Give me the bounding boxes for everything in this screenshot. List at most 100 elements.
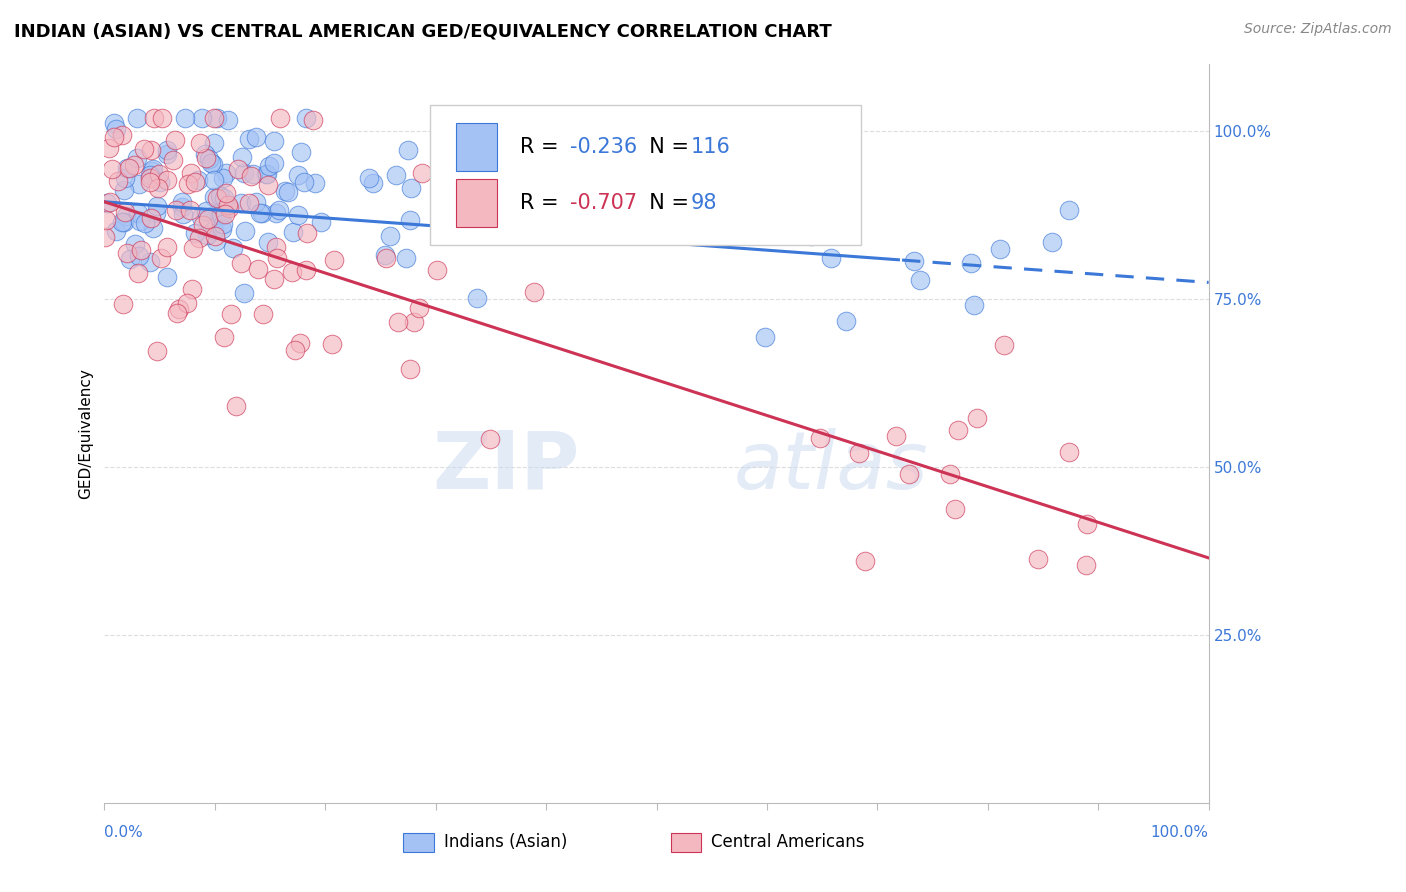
Point bbox=[114, 205, 136, 219]
Point bbox=[231, 256, 253, 270]
Text: Source: ZipAtlas.com: Source: ZipAtlas.com bbox=[1244, 22, 1392, 37]
Point bbox=[211, 222, 233, 236]
Point bbox=[217, 112, 239, 127]
Point bbox=[190, 210, 212, 224]
Point bbox=[202, 190, 225, 204]
Point bbox=[197, 228, 219, 243]
Point bbox=[111, 296, 134, 310]
Point bbox=[254, 167, 277, 181]
Point bbox=[295, 227, 318, 241]
Point bbox=[245, 194, 267, 209]
Point bbox=[398, 362, 420, 376]
Point bbox=[146, 180, 169, 194]
Point bbox=[197, 211, 219, 226]
Point bbox=[257, 159, 280, 173]
Point bbox=[202, 136, 225, 150]
Point bbox=[295, 111, 318, 125]
Point bbox=[165, 133, 187, 147]
Point bbox=[215, 166, 238, 180]
Point bbox=[467, 291, 489, 305]
Point bbox=[238, 131, 260, 145]
Point bbox=[884, 429, 907, 443]
Point bbox=[128, 177, 150, 191]
Point bbox=[898, 467, 921, 481]
Point bbox=[960, 256, 983, 270]
Point bbox=[165, 202, 187, 217]
Point bbox=[156, 147, 179, 161]
Point bbox=[98, 194, 121, 209]
Point bbox=[129, 244, 152, 258]
Point bbox=[139, 168, 162, 182]
Point bbox=[115, 161, 138, 176]
Point bbox=[323, 253, 346, 268]
Point bbox=[202, 157, 225, 171]
Point bbox=[263, 156, 285, 170]
Point bbox=[96, 196, 118, 211]
Point bbox=[188, 136, 211, 150]
Point bbox=[202, 111, 225, 125]
Point bbox=[214, 207, 236, 221]
Point bbox=[202, 173, 225, 187]
Point bbox=[853, 554, 876, 568]
Point bbox=[174, 111, 197, 125]
Point bbox=[357, 171, 380, 186]
Point bbox=[239, 169, 262, 183]
Point bbox=[105, 122, 128, 136]
Point bbox=[903, 254, 925, 268]
Point bbox=[212, 191, 235, 205]
Point bbox=[277, 186, 299, 200]
Point bbox=[176, 295, 198, 310]
Point bbox=[100, 161, 122, 176]
Point bbox=[219, 307, 242, 321]
Point bbox=[1026, 552, 1049, 566]
Point bbox=[181, 241, 204, 255]
Point bbox=[172, 207, 194, 221]
Point bbox=[242, 167, 264, 181]
Point bbox=[212, 218, 235, 232]
Point bbox=[142, 111, 165, 125]
Point bbox=[166, 306, 188, 320]
Point bbox=[264, 206, 287, 220]
Point bbox=[387, 315, 409, 329]
Point bbox=[939, 467, 962, 482]
Point bbox=[146, 199, 169, 213]
Point bbox=[399, 213, 422, 227]
Point bbox=[269, 202, 291, 217]
Point bbox=[820, 252, 842, 266]
Point bbox=[179, 202, 201, 217]
FancyBboxPatch shape bbox=[430, 104, 860, 245]
Point bbox=[384, 169, 406, 183]
Point bbox=[256, 168, 278, 182]
Point bbox=[139, 255, 162, 269]
Point bbox=[177, 177, 200, 191]
Point bbox=[209, 208, 232, 222]
Text: ZIP: ZIP bbox=[432, 428, 579, 506]
Point bbox=[295, 262, 318, 277]
Point bbox=[988, 242, 1011, 256]
Point bbox=[142, 162, 165, 177]
Point bbox=[155, 240, 177, 254]
Point bbox=[195, 151, 218, 165]
Point bbox=[198, 152, 221, 166]
Point bbox=[205, 111, 228, 125]
Point bbox=[813, 213, 835, 227]
Point bbox=[187, 173, 209, 187]
Point bbox=[218, 201, 240, 215]
Point bbox=[118, 161, 141, 176]
Point bbox=[231, 150, 253, 164]
Point bbox=[226, 161, 249, 176]
Point bbox=[396, 144, 419, 158]
Point bbox=[908, 273, 931, 287]
Point bbox=[225, 399, 247, 413]
Point bbox=[523, 285, 546, 300]
Point bbox=[202, 208, 225, 222]
Point bbox=[191, 111, 214, 125]
Point bbox=[150, 111, 173, 125]
Point bbox=[1040, 235, 1063, 250]
Point bbox=[264, 240, 287, 254]
Point bbox=[283, 225, 305, 239]
Point bbox=[114, 171, 136, 186]
Point bbox=[233, 224, 256, 238]
Point bbox=[184, 227, 207, 241]
Point bbox=[485, 204, 508, 219]
